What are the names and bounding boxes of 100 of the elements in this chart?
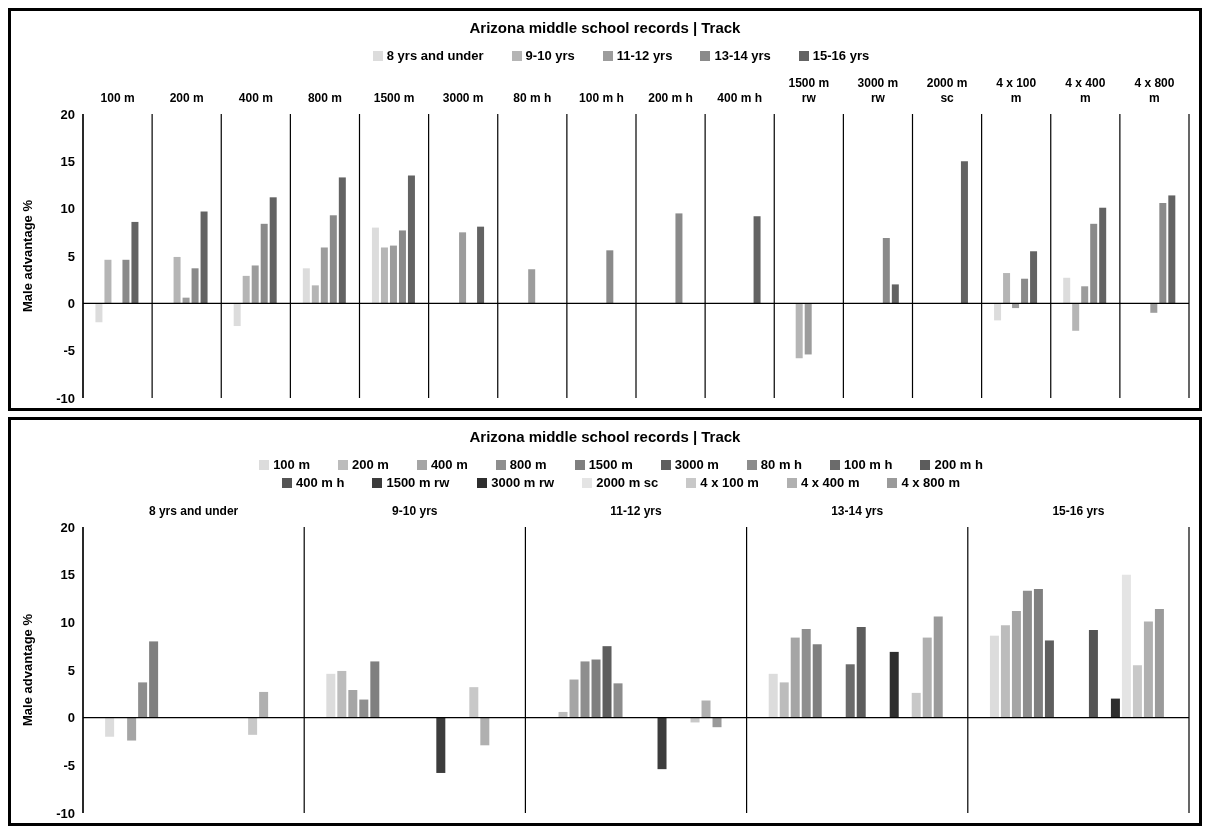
- bar: [149, 641, 159, 718]
- bar: [371, 227, 379, 304]
- x-tick-label: 2000 m sc: [926, 76, 968, 105]
- bar: [602, 646, 612, 718]
- bar: [1011, 610, 1021, 718]
- legend-label: 200 m h: [934, 457, 983, 472]
- x-tick-label: 400 m: [238, 91, 273, 105]
- bar: [459, 232, 467, 304]
- bar: [407, 175, 415, 304]
- legend-label: 100 m: [273, 457, 311, 472]
- legend-label: 15-16 yrs: [812, 48, 870, 63]
- bar: [580, 661, 590, 718]
- legend-label: 4 x 400 m: [800, 475, 860, 490]
- bar: [338, 177, 346, 304]
- bar: [994, 303, 1002, 321]
- bar: [1150, 303, 1158, 313]
- bar: [329, 215, 337, 304]
- y-axis-title: Male advantage %: [19, 199, 35, 312]
- bar: [812, 644, 822, 718]
- bar: [804, 303, 812, 355]
- legend-label: 1500 m rw: [386, 475, 450, 490]
- bar: [127, 717, 137, 741]
- bar: [1003, 273, 1011, 304]
- bar: [701, 700, 711, 718]
- bar: [105, 717, 115, 737]
- bar: [251, 265, 259, 304]
- bar: [480, 717, 490, 746]
- x-tick-label: 4 x 800 m: [1134, 76, 1175, 105]
- x-tick-label: 4 x 100 m: [996, 76, 1037, 105]
- bar: [1090, 223, 1098, 304]
- y-tick-label: 10: [60, 614, 75, 630]
- bar: [779, 682, 789, 718]
- bar: [712, 717, 722, 728]
- legend-label: 3000 m rw: [491, 475, 555, 490]
- bar: [1044, 640, 1054, 718]
- bar: [173, 256, 181, 304]
- x-tick-label: 80 m h: [513, 91, 552, 105]
- x-tick-label: 13-14 yrs: [831, 504, 884, 518]
- y-tick-label: 10: [60, 201, 75, 217]
- bar: [889, 651, 899, 718]
- bar: [337, 670, 347, 718]
- legend-label: 80 m h: [760, 457, 803, 472]
- bar: [359, 699, 369, 718]
- legend-label: 4 x 800 m: [901, 475, 960, 490]
- bar: [960, 161, 968, 304]
- bar: [856, 627, 866, 718]
- bar: [104, 259, 112, 304]
- x-tick-label: 100 m h: [579, 91, 624, 105]
- bar: [1072, 303, 1080, 331]
- y-tick-label: -10: [56, 805, 75, 821]
- bar: [1154, 608, 1164, 718]
- bar: [1033, 588, 1043, 718]
- chart-title: Arizona middle school records | Track: [468, 19, 742, 36]
- legend-label: 13-14 yrs: [714, 48, 771, 63]
- bar: [370, 661, 380, 718]
- legend-label: 800 m: [509, 457, 547, 472]
- bar: [302, 268, 310, 304]
- bar: [469, 687, 479, 718]
- x-tick-label: 800 m: [307, 91, 342, 105]
- bar: [326, 673, 336, 718]
- bar: [1030, 251, 1038, 304]
- y-tick-label: 15: [60, 153, 75, 169]
- x-tick-label: 3000 m rw: [857, 76, 899, 105]
- x-tick-label: 9-10 yrs: [392, 504, 438, 518]
- x-tick-label: 100 m: [100, 91, 135, 105]
- y-tick-label: 15: [60, 567, 75, 583]
- bar: [1143, 621, 1153, 718]
- legend-label: 8 yrs and under: [386, 48, 484, 63]
- legend-label: 100 m h: [844, 457, 893, 472]
- bar: [1159, 202, 1167, 304]
- x-tick-label: 3000 m: [442, 91, 484, 105]
- bar: [795, 303, 803, 359]
- y-tick-label: 5: [67, 248, 75, 264]
- x-tick-label: 1500 m: [373, 91, 415, 105]
- x-tick-label: 11-12 yrs: [610, 504, 663, 518]
- x-tick-label: 4 x 400 m: [1065, 76, 1106, 105]
- bar: [477, 226, 485, 304]
- bar: [882, 238, 890, 304]
- y-tick-label: 20: [60, 106, 75, 122]
- bar: [845, 664, 855, 718]
- bar: [233, 303, 241, 327]
- bar: [922, 637, 932, 718]
- bar: [911, 692, 921, 718]
- legend-label: 3000 m: [674, 457, 719, 472]
- bar: [1121, 574, 1131, 718]
- bar: [1022, 590, 1032, 718]
- bar: [131, 221, 139, 304]
- bar: [389, 245, 397, 304]
- legend-label: 11-12 yrs: [616, 48, 673, 63]
- bar: [1081, 286, 1089, 304]
- bar: [801, 629, 811, 718]
- bar: [1099, 207, 1107, 304]
- x-tick-label: 15-16 yrs: [1052, 504, 1105, 518]
- bar: [138, 682, 148, 718]
- bar: [1021, 278, 1029, 304]
- bar: [380, 247, 388, 304]
- bar: [311, 285, 319, 304]
- bar: [1088, 629, 1098, 718]
- x-tick-label: 200 m h: [648, 91, 693, 105]
- x-tick-label: 400 m h: [717, 91, 763, 105]
